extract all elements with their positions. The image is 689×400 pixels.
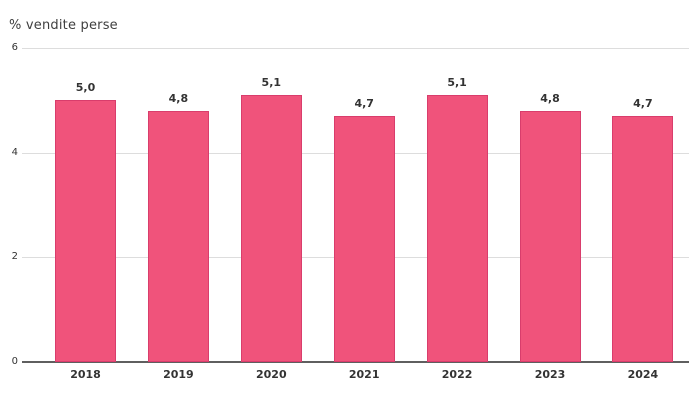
gridline-6 xyxy=(22,48,689,49)
y-tick-label-0: 0 xyxy=(11,356,18,367)
value-label-2024: 4,7 xyxy=(633,97,653,111)
value-label-2021: 4,7 xyxy=(354,97,374,111)
x-axis-line xyxy=(22,361,689,363)
x-tick-label-2021: 2021 xyxy=(348,368,380,381)
bar-2021[interactable] xyxy=(333,116,395,362)
value-label-2023: 4,8 xyxy=(540,91,560,105)
x-tick-label-2020: 2020 xyxy=(255,368,287,381)
value-label-2020: 5,1 xyxy=(261,76,282,90)
y-tick-label-6: 6 xyxy=(11,42,18,53)
x-tick-label-2023: 2023 xyxy=(534,368,566,381)
chart-title: % vendite perse xyxy=(9,18,118,33)
bar-2022[interactable] xyxy=(426,95,488,362)
bar-2024[interactable] xyxy=(612,116,674,362)
bar-2020[interactable] xyxy=(240,95,302,362)
x-tick-label-2018: 2018 xyxy=(70,368,101,381)
value-label-2019: 4,8 xyxy=(168,91,189,105)
x-tick-label-2022: 2022 xyxy=(441,368,473,381)
bar-2023[interactable] xyxy=(519,110,581,362)
x-tick-label-2024: 2024 xyxy=(627,368,659,381)
bar-2018[interactable] xyxy=(55,100,116,362)
value-label-2018: 5,0 xyxy=(75,81,96,95)
value-label-2022: 5,1 xyxy=(447,76,467,90)
y-tick-label-2: 2 xyxy=(11,251,18,263)
y-tick-label-4: 4 xyxy=(11,146,18,158)
bar-2019[interactable] xyxy=(147,110,209,362)
x-tick-label-2019: 2019 xyxy=(163,368,194,381)
